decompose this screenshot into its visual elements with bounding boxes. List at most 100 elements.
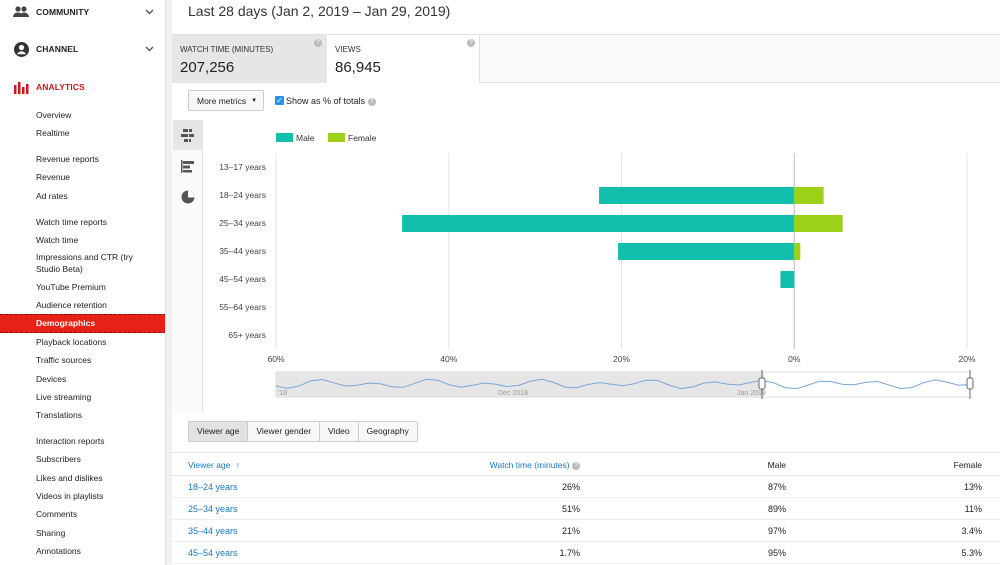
category-label: 13–17 years (219, 162, 266, 172)
sidebar-item-translations[interactable]: Translations (36, 410, 82, 420)
sidebar-item-impressions-ctr[interactable]: Impressions and CTR (try Studio Beta) (36, 252, 133, 274)
bar-female (794, 215, 843, 232)
dimension-tabs: Viewer age Viewer gender Video Geography (188, 421, 418, 442)
table-row: 25–34 years 51% 89% 11% (172, 498, 1000, 520)
tab-video[interactable]: Video (320, 422, 359, 441)
date-range[interactable]: Last 28 days (Jan 2, 2019 – Jan 29, 2019… (188, 3, 451, 19)
sidebar: COMMUNITY CHANNEL ANALYTICS Overview Rea… (0, 0, 166, 565)
sidebar-item-devices[interactable]: Devices (36, 374, 67, 384)
female-value: 3.4% (961, 526, 982, 536)
metric-card-watch-time[interactable]: WATCH TIME (MINUTES) 207,256 ? (172, 35, 327, 83)
sidebar-item-audience-retention[interactable]: Audience retention (36, 300, 107, 310)
x-tick-label: 60% (267, 354, 284, 364)
female-value: 13% (963, 482, 982, 492)
sidebar-item-videos-in-playlists[interactable]: Videos in playlists (36, 491, 104, 501)
bar-chart-icon[interactable] (173, 151, 203, 181)
column-header-male[interactable]: Male (767, 460, 786, 470)
analytics-icon (13, 79, 29, 95)
sidebar-item-label: Demographics (36, 318, 96, 328)
more-metrics-button[interactable]: More metrics ▼ (188, 90, 264, 111)
sidebar-item-sharing[interactable]: Sharing (36, 528, 66, 538)
metric-value: 207,256 (180, 59, 235, 76)
sidebar-section-community[interactable]: COMMUNITY (0, 1, 165, 23)
tab-geography[interactable]: Geography (366, 426, 409, 436)
sidebar-item-live-streaming[interactable]: Live streaming (36, 392, 92, 402)
sidebar-item-likes-dislikes[interactable]: Likes and dislikes (36, 473, 103, 483)
column-header-viewer-age[interactable]: Viewer age ↑ (188, 460, 240, 470)
sidebar-item-realtime[interactable]: Realtime (36, 128, 70, 138)
help-icon[interactable]: ? (367, 97, 376, 106)
metric-value: 86,945 (335, 59, 381, 76)
metric-title: WATCH TIME (MINUTES) (180, 45, 274, 54)
sidebar-item-comments[interactable]: Comments (36, 509, 78, 519)
sidebar-section-label: CHANNEL (36, 44, 79, 54)
sort-arrow-up-icon: ↑ (235, 460, 240, 470)
sidebar-section-channel[interactable]: CHANNEL (0, 38, 165, 60)
row-label-link[interactable]: 35–44 years (188, 526, 238, 536)
row-label-link[interactable]: 18–24 years (188, 482, 238, 492)
sidebar-item-youtube-premium[interactable]: YouTube Premium (36, 282, 106, 292)
sidebar-item-watch-time[interactable]: Watch time (36, 235, 79, 245)
sidebar-item-subscribers[interactable]: Subscribers (36, 454, 81, 464)
x-tick-label: 20% (958, 354, 975, 364)
female-value: 11% (964, 504, 982, 514)
pie-chart-icon[interactable] (173, 182, 203, 212)
sidebar-item-traffic-sources[interactable]: Traffic sources (36, 355, 92, 365)
x-tick-label: 0% (788, 354, 801, 364)
male-value: 95% (767, 548, 786, 558)
timeline-label: Dec 2018 (498, 390, 528, 397)
category-label: 25–34 years (219, 218, 266, 228)
chart-type-toolbar (173, 120, 203, 412)
chevron-down-icon (145, 44, 154, 54)
people-icon (13, 4, 29, 20)
chevron-down-icon (145, 7, 154, 17)
watch-time-value: 21% (561, 526, 580, 536)
help-icon[interactable]: ? (572, 461, 580, 470)
timeline-handle (758, 377, 766, 390)
row-label-link[interactable]: 25–34 years (188, 504, 238, 514)
metric-card-views[interactable]: VIEWS 86,945 ? (327, 35, 480, 83)
bar-male (618, 243, 795, 260)
watch-time-value: 26% (561, 482, 580, 492)
sidebar-item-ad-rates[interactable]: Ad rates (36, 191, 68, 201)
tab-viewer-gender[interactable]: Viewer gender (248, 422, 321, 441)
legend-swatch (276, 133, 293, 142)
show-pct-checkbox[interactable]: ✓ (275, 96, 284, 105)
column-header-watch-time[interactable]: Watch time (minutes) ? (490, 460, 580, 470)
category-label: 35–44 years (219, 246, 266, 256)
sidebar-item-annotations[interactable]: Annotations (36, 546, 81, 556)
column-header-female[interactable]: Female (953, 460, 982, 470)
diverging-bar-chart-icon[interactable] (173, 120, 203, 150)
timeline-label: '18 (278, 390, 287, 397)
sidebar-item-overview[interactable]: Overview (36, 110, 72, 120)
timeline-label: Jan 2019 (737, 390, 766, 397)
sidebar-item-demographics[interactable]: Demographics (0, 314, 165, 333)
account-icon (13, 41, 29, 57)
help-icon[interactable]: ? (314, 39, 322, 47)
sidebar-item-revenue[interactable]: Revenue (36, 172, 71, 182)
bar-female (794, 243, 801, 260)
male-value: 87% (767, 482, 786, 492)
help-icon[interactable]: ? (467, 39, 475, 47)
bar-male (780, 271, 795, 288)
sidebar-item-revenue-reports[interactable]: Revenue reports (36, 154, 99, 164)
bar-male (402, 215, 795, 232)
metric-cards: WATCH TIME (MINUTES) 207,256 ? VIEWS 86,… (172, 34, 1000, 83)
sidebar-section-label: ANALYTICS (36, 82, 85, 92)
table-row: 35–44 years 21% 97% 3.4% (172, 520, 1000, 542)
row-label-link[interactable]: 45–54 years (188, 548, 238, 558)
sidebar-section-label: COMMUNITY (36, 7, 90, 17)
legend-label: Male (296, 133, 315, 143)
data-table: Viewer age ↑ Watch time (minutes) ? Male… (172, 452, 1000, 564)
sidebar-section-analytics[interactable]: ANALYTICS (0, 76, 165, 98)
sidebar-item-watch-time-reports[interactable]: Watch time reports (36, 217, 108, 227)
sidebar-item-interaction-reports[interactable]: Interaction reports (36, 436, 105, 446)
timeline-handle (966, 377, 974, 390)
sidebar-item-playback-locations[interactable]: Playback locations (36, 337, 107, 347)
female-value: 5.3% (961, 548, 982, 558)
male-value: 89% (767, 504, 786, 514)
show-pct-text: Show as % of totals (286, 96, 366, 106)
main-content: Last 28 days (Jan 2, 2019 – Jan 29, 2019… (172, 0, 1000, 565)
demographics-chart: Male Female 13–17 years 18–24 years 25–34 ye… (219, 133, 976, 399)
tab-viewer-age[interactable]: Viewer age (189, 422, 249, 441)
